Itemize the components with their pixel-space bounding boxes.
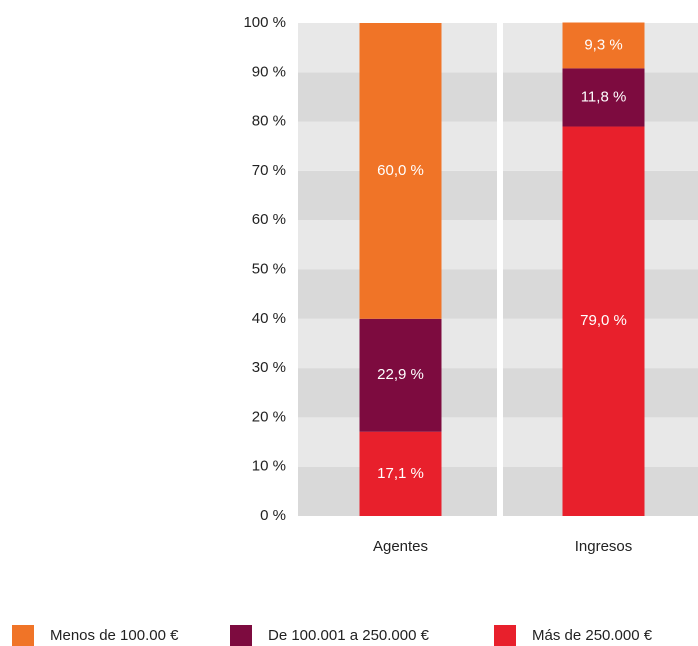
value-label: 17,1 % <box>377 465 424 482</box>
bar-segment <box>359 431 442 516</box>
value-label: 60,0 % <box>377 162 424 179</box>
value-label: 11,8 % <box>581 88 627 105</box>
legend-label: De 100.001 a 250.000 € <box>268 627 430 644</box>
y-tick-label: 50 % <box>252 260 286 277</box>
y-tick-label: 60 % <box>252 211 286 228</box>
legend-swatch <box>494 625 516 646</box>
y-tick-label: 0 % <box>260 507 286 524</box>
bar-segment <box>359 318 442 432</box>
value-label: 79,0 % <box>580 312 627 329</box>
value-label: 9,3 % <box>584 36 622 53</box>
legend-label: Más de 250.000 € <box>532 627 653 644</box>
x-tick-label: Agentes <box>373 538 428 555</box>
y-tick-label: 80 % <box>252 113 286 130</box>
y-tick-label: 100 % <box>243 14 286 31</box>
y-tick-label: 90 % <box>252 63 286 80</box>
legend-label: Menos de 100.00 € <box>50 627 179 644</box>
legend-swatch <box>12 625 34 646</box>
y-tick-label: 30 % <box>252 359 286 376</box>
legend-swatch <box>230 625 252 646</box>
bar-segment <box>562 22 645 69</box>
y-tick-label: 70 % <box>252 162 286 179</box>
bar-segment <box>359 23 442 319</box>
y-tick-label: 20 % <box>252 408 286 425</box>
bar-segment <box>562 68 645 127</box>
bar-segment <box>562 126 645 516</box>
x-tick-label: Ingresos <box>575 538 633 555</box>
y-tick-label: 40 % <box>252 310 286 327</box>
value-label: 22,9 % <box>377 366 424 383</box>
y-tick-label: 10 % <box>252 458 286 475</box>
